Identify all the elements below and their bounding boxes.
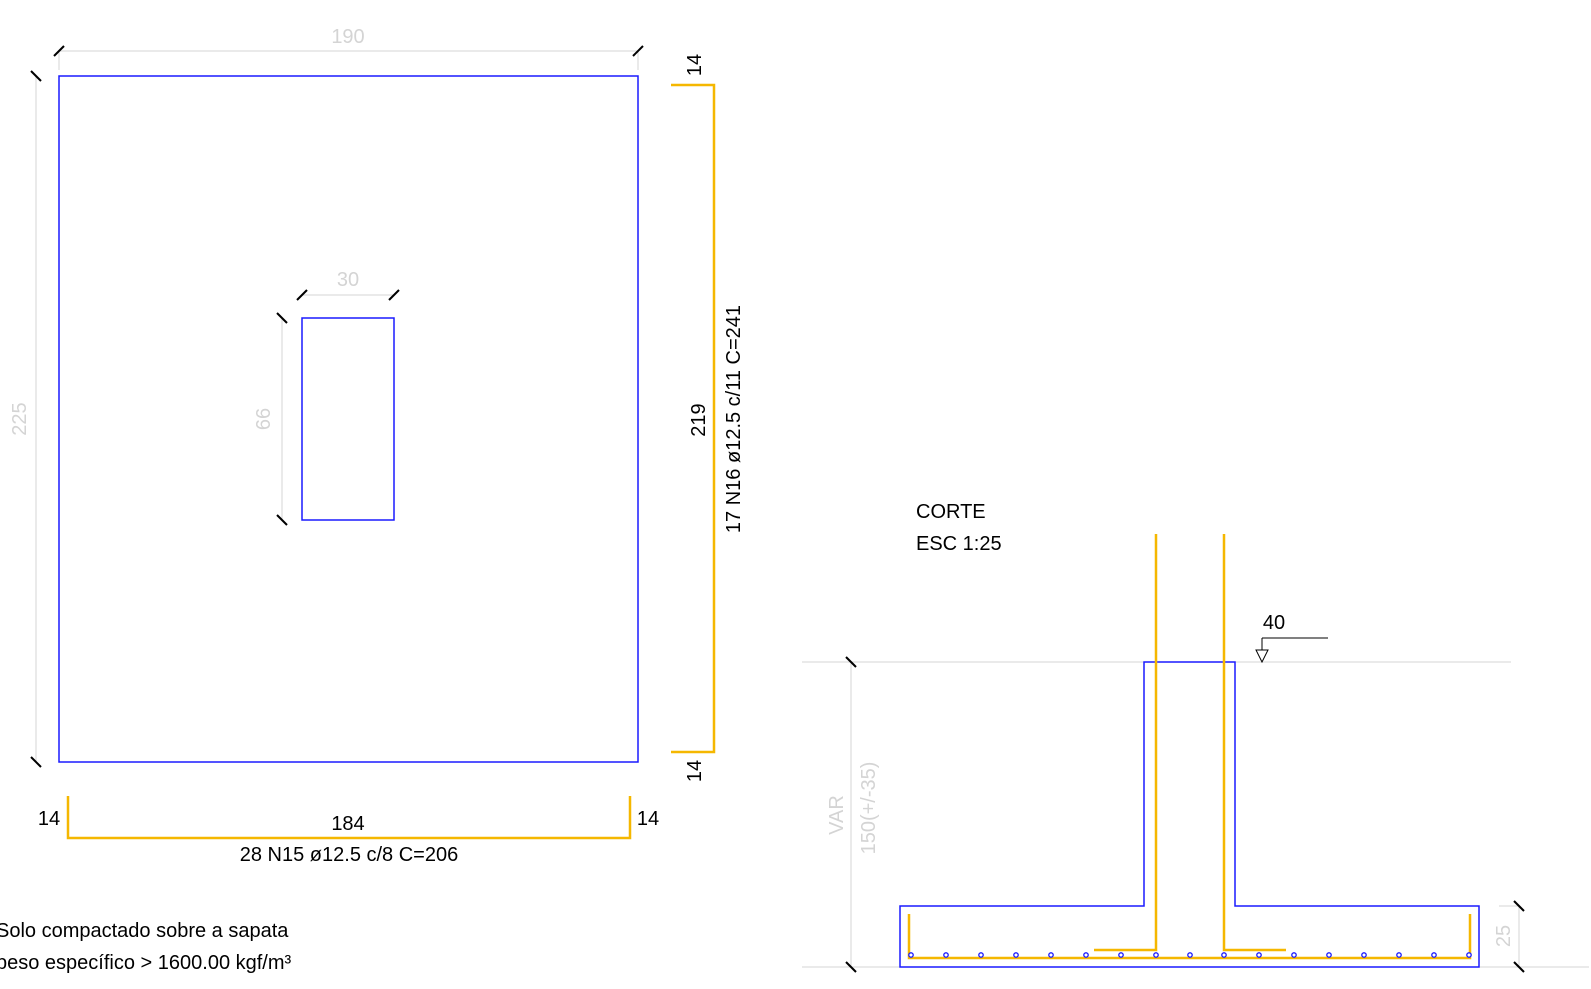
rebar-dot xyxy=(1291,952,1297,958)
rebar-n16-hook-bottom: 14 xyxy=(684,760,706,782)
dimension-var-value: 150(+/-35) xyxy=(858,762,880,855)
note-line-1: Solo compactado sobre a sapata xyxy=(0,920,289,942)
tick xyxy=(296,289,308,301)
rebar-dot xyxy=(1361,952,1367,958)
pillar-outline xyxy=(301,317,395,521)
footing-rebar xyxy=(907,914,1472,960)
section-concrete-outline xyxy=(899,661,1480,968)
tick xyxy=(1513,961,1525,973)
rebar-n15-hook-left: 14 xyxy=(38,808,60,830)
tick xyxy=(845,656,857,668)
tick xyxy=(30,756,42,768)
rebar-n15-length: 184 xyxy=(331,813,364,835)
rebar-n15 xyxy=(66,796,632,840)
note-line-2: peso específico > 1600.00 kgf/m³ xyxy=(0,952,292,974)
rebar-n15-spec: 28 N15 ø12.5 c/8 C=206 xyxy=(240,844,458,866)
dimension-width xyxy=(58,50,639,70)
rebar-dot xyxy=(978,952,984,958)
rebar-n16 xyxy=(671,83,716,754)
tick xyxy=(1513,900,1525,912)
rebar-dot xyxy=(1013,952,1019,958)
section-title: CORTE xyxy=(916,501,986,523)
level-label: 40 xyxy=(1263,612,1285,634)
rebar-dot xyxy=(1466,952,1472,958)
footing-outline xyxy=(58,75,639,763)
tick xyxy=(53,45,65,57)
tick xyxy=(276,312,288,324)
rebar-n16-length: 219 xyxy=(688,403,710,436)
rebar-dot xyxy=(1326,952,1332,958)
rebar-dot xyxy=(1187,952,1193,958)
rebar-n16-hook-top: 14 xyxy=(684,54,706,76)
dimension-width-label: 190 xyxy=(331,26,364,48)
section-scale: ESC 1:25 xyxy=(916,533,1002,555)
rebar-dot xyxy=(1396,952,1402,958)
rebar-n15-hook-right: 14 xyxy=(637,808,659,830)
dimension-base-label: 25 xyxy=(1493,925,1515,947)
pillar-rebar-left xyxy=(1094,534,1158,952)
tick xyxy=(276,514,288,526)
rebar-dot xyxy=(1083,952,1089,958)
rebar-dot xyxy=(1256,952,1262,958)
dimension-pillar-height-label: 66 xyxy=(253,408,275,430)
rebar-dot xyxy=(943,952,949,958)
dimension-var-label: VAR xyxy=(826,795,848,835)
dimension-pillar-width-label: 30 xyxy=(337,269,359,291)
level-marker-icon xyxy=(1255,649,1269,664)
rebar-n16-spec: 17 N16 ø12.5 c/11 C=241 xyxy=(723,305,745,533)
tick xyxy=(388,289,400,301)
rebar-dot xyxy=(908,952,914,958)
tick xyxy=(845,961,857,973)
rebar-dot xyxy=(1153,952,1159,958)
dimension-height-label: 225 xyxy=(9,402,31,435)
rebar-dots xyxy=(908,952,1472,958)
pillar-rebar-right xyxy=(1222,534,1286,952)
tick xyxy=(30,70,42,82)
plan-view: 190 225 30 66 14 14 219 17 N16 ø12.5 c/1… xyxy=(0,26,745,974)
rebar-dot xyxy=(1118,952,1124,958)
rebar-dot xyxy=(1048,952,1054,958)
rebar-dot xyxy=(1221,952,1227,958)
tick xyxy=(632,45,644,57)
section-view: CORTE ESC 1:25 40 xyxy=(802,501,1589,973)
rebar-dot xyxy=(1431,952,1437,958)
